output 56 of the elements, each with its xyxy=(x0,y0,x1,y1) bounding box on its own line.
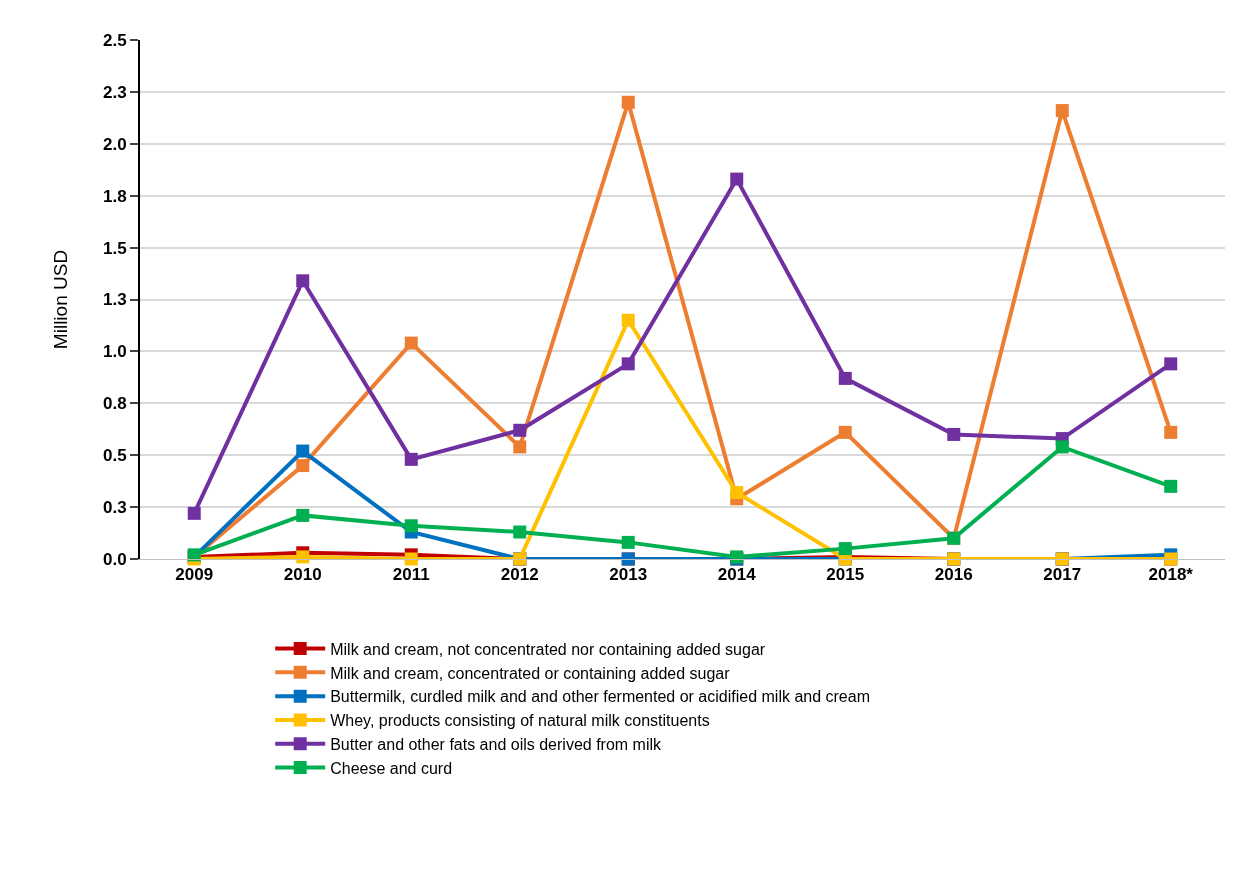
point xyxy=(838,542,852,556)
point xyxy=(1164,479,1178,493)
x-tick-label: 2015 xyxy=(826,565,865,585)
legend-label: Whey, products consisting of natural milk constituents xyxy=(330,712,710,730)
y-axis-title: Million USD xyxy=(50,249,72,350)
y-tick-label: 2.0 xyxy=(102,134,127,154)
point xyxy=(296,508,310,522)
point xyxy=(404,452,418,466)
y-tick-label: 0.0 xyxy=(102,549,127,569)
legend-label: Milk and cream, not concentrated nor containing added sugar xyxy=(330,640,766,658)
x-tick-label: 2017 xyxy=(1043,565,1082,585)
legend-label: Butter and other fats and oils derived from milk xyxy=(330,736,663,753)
point xyxy=(838,425,852,439)
point xyxy=(1164,425,1178,439)
y-tick-label: 1.0 xyxy=(102,342,127,362)
y-tick-label: 0.8 xyxy=(102,394,127,414)
legend-label: Milk and cream, concentrated or containing added sugar xyxy=(330,664,731,682)
y-tick-label: 1.3 xyxy=(102,290,127,310)
x-tick-label: 2010 xyxy=(283,565,322,585)
point xyxy=(730,486,744,500)
y-tick-label: 0.3 xyxy=(102,498,127,518)
point xyxy=(404,336,418,350)
x-tick-label: 2013 xyxy=(609,565,648,585)
point xyxy=(187,506,201,520)
y-tick-label: 2.5 xyxy=(102,30,127,50)
point xyxy=(404,552,418,566)
x-tick-label: 2016 xyxy=(934,565,973,585)
point xyxy=(1055,440,1069,454)
point xyxy=(404,519,418,533)
x-tick-label: 2011 xyxy=(392,565,430,585)
legend-label: Buttermilk, curdled milk and and other fermented or acidified milk and cream xyxy=(330,688,870,706)
y-tick-label: 0.5 xyxy=(102,446,127,466)
point xyxy=(1164,357,1178,371)
y-tick-label: 2.3 xyxy=(102,82,127,102)
x-tick-label: 2012 xyxy=(500,565,539,585)
point xyxy=(296,459,310,473)
point xyxy=(838,371,852,385)
point xyxy=(730,172,744,186)
point xyxy=(513,525,527,539)
point xyxy=(947,427,961,441)
x-tick-label: 2018* xyxy=(1148,565,1194,585)
x-tick-label: 2009 xyxy=(175,565,214,585)
point xyxy=(621,313,635,327)
legend-label: Cheese and curd xyxy=(330,759,453,777)
point xyxy=(296,550,310,564)
y-tick-label: 1.5 xyxy=(102,238,127,258)
point xyxy=(1055,104,1069,118)
point xyxy=(513,440,527,454)
point xyxy=(296,444,310,458)
point xyxy=(621,535,635,549)
point xyxy=(621,357,635,371)
point xyxy=(513,423,527,437)
y-tick-label: 1.8 xyxy=(102,186,127,206)
point xyxy=(296,274,310,288)
x-tick-label: 2014 xyxy=(717,565,757,585)
point xyxy=(621,95,635,109)
